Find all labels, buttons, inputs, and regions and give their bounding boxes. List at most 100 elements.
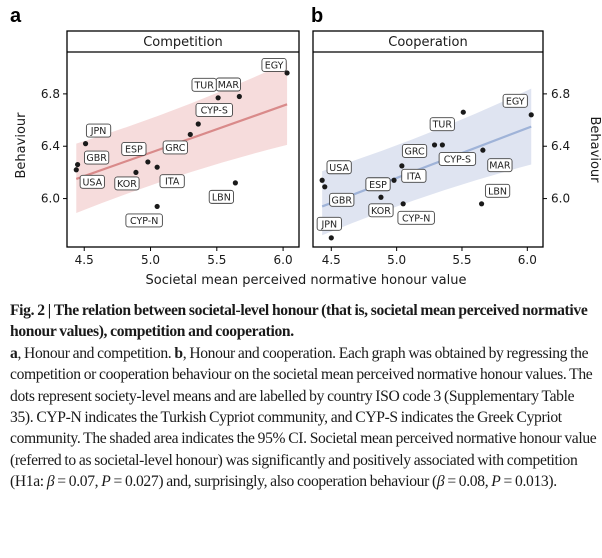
data-point-jpn [328,235,334,241]
label-box [368,203,394,218]
label-box [502,93,528,108]
data-point-egy [284,70,290,76]
point-label-jpn: JPN [85,123,112,138]
label-text: LBN [212,192,231,203]
data-point-cyp-n [400,201,406,207]
data-point-lbn [232,180,238,186]
label-text: GBR [86,153,107,164]
x-tick-label: 5.5 [452,253,471,267]
data-point-gbr [322,184,328,190]
label-text: MAR [489,161,511,172]
label-text: GBR [332,195,353,206]
panel-title: Cooperation [388,35,467,50]
y-axis-title: Behaviour [14,112,29,179]
label-text: ESP [125,144,143,155]
label-box [401,168,427,183]
label-text: USA [329,163,349,174]
label-text: ESP [369,180,387,191]
label-text: LBN [488,186,507,197]
data-point-grc [187,131,193,138]
caption-b-label: b [174,344,183,362]
data-point-kor [378,194,384,200]
caption-p-1: P [101,473,111,491]
point-label-cyp-n: CYP-N [125,213,163,228]
caption-title: The relation between societal-level hono… [10,302,588,341]
point-label-grc: GRC [162,140,188,155]
regression-line [321,125,532,208]
label-box [316,216,342,231]
x-ticks: 4.5 5.0 5.5 6.0 [322,247,537,267]
ci-band [322,88,532,236]
plot-frame [312,30,544,248]
x-tick-label: 5.0 [141,253,160,267]
fit-line-group [321,125,532,208]
data-point-esp [391,177,397,183]
label-box [208,189,234,204]
data-point-esp [145,159,151,165]
label-text: CYP-S [201,105,228,116]
caption-p-2: P [491,473,501,491]
y-tick-label: 6.8 [41,87,60,101]
label-box [79,174,105,189]
point-label-kor: KOR [368,203,394,218]
point-label-esp: ESP [121,141,147,156]
data-point-usa [319,177,325,183]
label-box [159,174,185,189]
label-box [195,103,233,117]
label-box [365,177,391,192]
data-point-lbn [478,201,485,207]
x-tick-label: 6.0 [274,253,293,267]
x-axis-title: Societal mean perceived normative honour… [146,273,467,288]
point-label-kor: KOR [114,176,140,191]
label-box [401,143,428,158]
label-box [484,183,511,198]
x-tick-label: 4.5 [322,253,341,267]
label-text: GRC [165,143,185,154]
label-box [429,117,455,132]
x-tick-label: 5.5 [207,253,226,267]
point-label-lbn: LBN [484,183,511,198]
ci-band [76,62,288,213]
point-label-ita: ITA [159,174,185,189]
caption-stat2-p: = 0.013). [500,473,558,491]
label-text: KOR [371,206,391,217]
x-tick-label: 5.0 [387,253,406,267]
caption-beta-2: β [436,473,445,491]
x-tick-label: 4.5 [75,253,94,267]
data-point-mar [480,147,486,153]
point-label-cyp-n: CYP-N [397,210,435,225]
label-text: GRC [404,146,424,157]
label-box [85,123,112,138]
label-text: CYP-S [444,154,471,165]
panel-competition: EGY MAR TUR CYP-S GRC JPN GBR USA ESP ITA KOR LBN CY… [14,30,300,267]
label-box [114,176,140,191]
label-box [162,140,188,155]
label-text: CYP-N [130,216,158,227]
caption-beta-1: β [46,473,55,491]
ci-band-group [76,62,288,213]
x-tick-label: 6.0 [518,253,537,267]
figure-caption: Fig. 2 | The relation between societal-l… [10,300,600,493]
label-text: TUR [193,80,214,91]
point-label-egy: EGY [261,57,287,72]
label-text: JPN [90,126,107,137]
caption-fig-label: Fig. 2 | [10,302,51,319]
label-text: TUR [432,120,453,131]
data-point-jpn [82,141,89,147]
y-axis-title: Behaviour [587,117,602,184]
data-point-kor [133,169,139,176]
plot-frame [66,30,300,248]
points-group [319,109,534,241]
point-labels-group: EGY TUR GRC CYP-S MAR ITA USA GBR ESP KOR CYP-N LBN… [316,93,528,231]
point-label-cyp-s: CYP-S [438,151,477,166]
point-label-gbr: GBR [84,150,110,165]
point-label-jpn: JPN [316,216,342,231]
label-text: KOR [117,179,137,190]
label-text: EGY [265,60,284,71]
data-point-egy [528,112,534,118]
caption-a-text: , Honour and competition. [17,344,175,362]
point-label-ita: ITA [401,168,427,183]
data-point-cyp-s [439,142,445,148]
point-label-tur: TUR [429,117,455,132]
data-point-grc [431,142,438,148]
